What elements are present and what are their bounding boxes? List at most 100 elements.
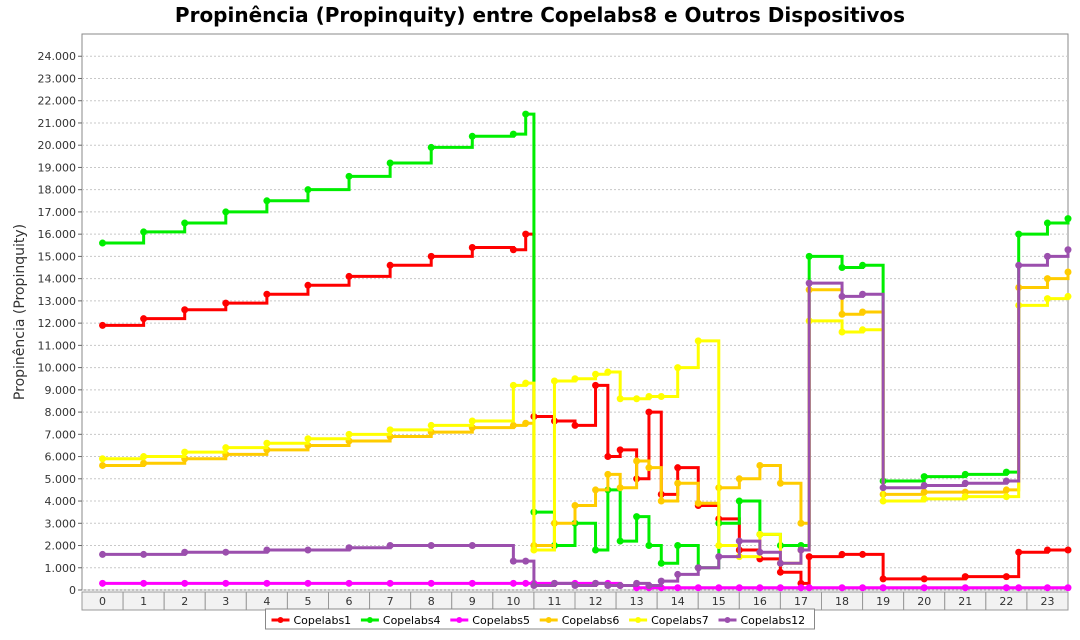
data-point [99, 579, 107, 587]
data-point [694, 499, 702, 507]
legend-label: Copelabs5 [472, 614, 530, 627]
data-point [657, 393, 665, 401]
x-tick-label: 14 [671, 595, 685, 608]
data-point [304, 281, 312, 289]
data-point [1043, 295, 1051, 303]
x-tick-label: 2 [181, 595, 188, 608]
data-point [222, 579, 230, 587]
data-point [645, 582, 653, 590]
y-tick-label: 10.000 [38, 362, 77, 375]
data-point [838, 328, 846, 336]
data-point [509, 421, 517, 429]
data-point [859, 308, 867, 316]
data-point [776, 479, 784, 487]
data-point [427, 421, 435, 429]
data-point [756, 548, 764, 556]
data-point [961, 573, 969, 581]
data-point [263, 439, 271, 447]
data-point [263, 579, 271, 587]
data-point [140, 453, 148, 461]
data-point [633, 513, 641, 521]
legend-item: Copelabs4 [360, 614, 441, 627]
y-tick-label: 15.000 [38, 250, 77, 263]
x-tick-label: 4 [263, 595, 270, 608]
data-point [1002, 584, 1010, 592]
data-point [386, 542, 394, 550]
y-tick-label: 2.000 [45, 540, 77, 553]
data-point [838, 292, 846, 300]
y-tick-label: 4.000 [45, 495, 77, 508]
data-point [1043, 584, 1051, 592]
y-tick-label: 18.000 [38, 184, 77, 197]
data-point [645, 464, 653, 472]
data-point [859, 584, 867, 592]
data-point [509, 381, 517, 389]
data-point [859, 550, 867, 558]
y-tick-label: 19.000 [38, 161, 77, 174]
legend-label: Copelabs4 [383, 614, 441, 627]
data-point [427, 579, 435, 587]
x-tick-label: 18 [835, 595, 849, 608]
data-point [645, 542, 653, 550]
data-point [304, 186, 312, 194]
x-tick-label: 3 [222, 595, 229, 608]
data-point [633, 579, 641, 587]
y-tick-label: 20.000 [38, 139, 77, 152]
y-tick-label: 23.000 [38, 72, 77, 85]
y-tick-label: 1.000 [45, 562, 77, 575]
data-point [550, 377, 558, 385]
legend: Copelabs1 Copelabs4 Copelabs5 Copelabs6 Cope… [265, 608, 815, 630]
data-point [468, 132, 476, 140]
data-point [345, 430, 353, 438]
data-point [920, 584, 928, 592]
data-point [592, 381, 600, 389]
data-point [616, 537, 624, 545]
data-point [797, 584, 805, 592]
data-point [715, 553, 723, 561]
data-point [961, 470, 969, 478]
data-point [386, 426, 394, 434]
data-point [879, 575, 887, 583]
data-point [797, 546, 805, 554]
data-point [1015, 584, 1023, 592]
data-point [879, 584, 887, 592]
data-point [1015, 230, 1023, 238]
data-point [735, 537, 743, 545]
data-point [920, 575, 928, 583]
x-tick-label: 17 [794, 595, 808, 608]
data-point [961, 479, 969, 487]
data-point [1002, 468, 1010, 476]
y-tick-label: 12.000 [38, 317, 77, 330]
data-point [920, 488, 928, 496]
data-point [920, 495, 928, 503]
legend-marker [456, 617, 463, 623]
data-point [530, 546, 538, 554]
data-point [522, 557, 530, 565]
data-point [468, 417, 476, 425]
data-point [805, 553, 813, 561]
x-tick-label: 1 [140, 595, 147, 608]
data-point [99, 461, 107, 469]
y-tick-label: 14.000 [38, 273, 77, 286]
data-point [522, 110, 530, 118]
data-point [263, 546, 271, 554]
data-point [735, 584, 743, 592]
y-tick-label: 17.000 [38, 206, 77, 219]
data-point [1002, 573, 1010, 581]
data-point [657, 497, 665, 505]
data-point [181, 448, 189, 456]
data-point [859, 326, 867, 334]
legend-marker [277, 617, 284, 623]
data-point [140, 315, 148, 323]
data-point [509, 130, 517, 138]
data-point [1064, 292, 1072, 300]
data-point [99, 239, 107, 247]
data-point [1064, 246, 1072, 254]
data-point [468, 244, 476, 252]
data-point [920, 481, 928, 489]
data-point [386, 261, 394, 269]
x-tick-label: 6 [346, 595, 353, 608]
data-point [1043, 546, 1051, 554]
series-line [102, 271, 1070, 548]
